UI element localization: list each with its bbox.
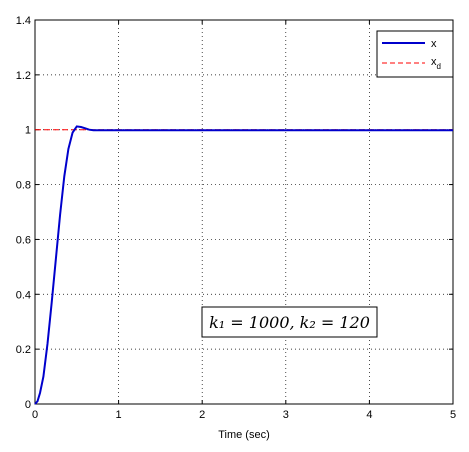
series-line-x xyxy=(34,125,453,405)
annotation-frame xyxy=(201,306,378,338)
x-tick-label: 0 xyxy=(32,409,38,421)
series-layer xyxy=(34,125,453,405)
y-tick-label: 1.4 xyxy=(16,15,31,27)
legend-label-xd-main: x xyxy=(431,56,437,68)
annotation-text: k₁ = 1000, k₂ = 120 xyxy=(209,313,370,332)
plot-area xyxy=(34,19,454,405)
x-tick-label: 2 xyxy=(199,409,205,421)
legend-label-xd: xd xyxy=(431,56,441,71)
axis-ticks: 0 1 2 3 4 5 0 0.2 0.4 0.6 0.8 1 1.2 1.4 xyxy=(16,15,456,421)
y-tick-label: 1 xyxy=(25,125,31,137)
legend-label-xd-sub: d xyxy=(437,62,441,71)
legend-label-x: x xyxy=(431,38,437,50)
y-tick-label: 1.2 xyxy=(16,70,31,82)
y-tick-label: 0.4 xyxy=(16,289,31,301)
x-tick-label: 1 xyxy=(116,409,122,421)
y-tick-label: 0.8 xyxy=(16,180,31,192)
y-tick-label: 0.6 xyxy=(16,234,31,246)
x-tick-label: 5 xyxy=(450,409,456,421)
x-tick-label: 4 xyxy=(366,409,372,421)
x-tick-label: 3 xyxy=(283,409,289,421)
y-tick-label: 0.2 xyxy=(16,344,31,356)
y-tick-label: 0 xyxy=(25,399,31,411)
legend-box xyxy=(376,30,454,78)
x-axis-label: Time (sec) xyxy=(218,429,270,441)
legend: x xd xyxy=(376,30,454,78)
annotation-box: k₁ = 1000, k₂ = 120 xyxy=(201,306,378,338)
